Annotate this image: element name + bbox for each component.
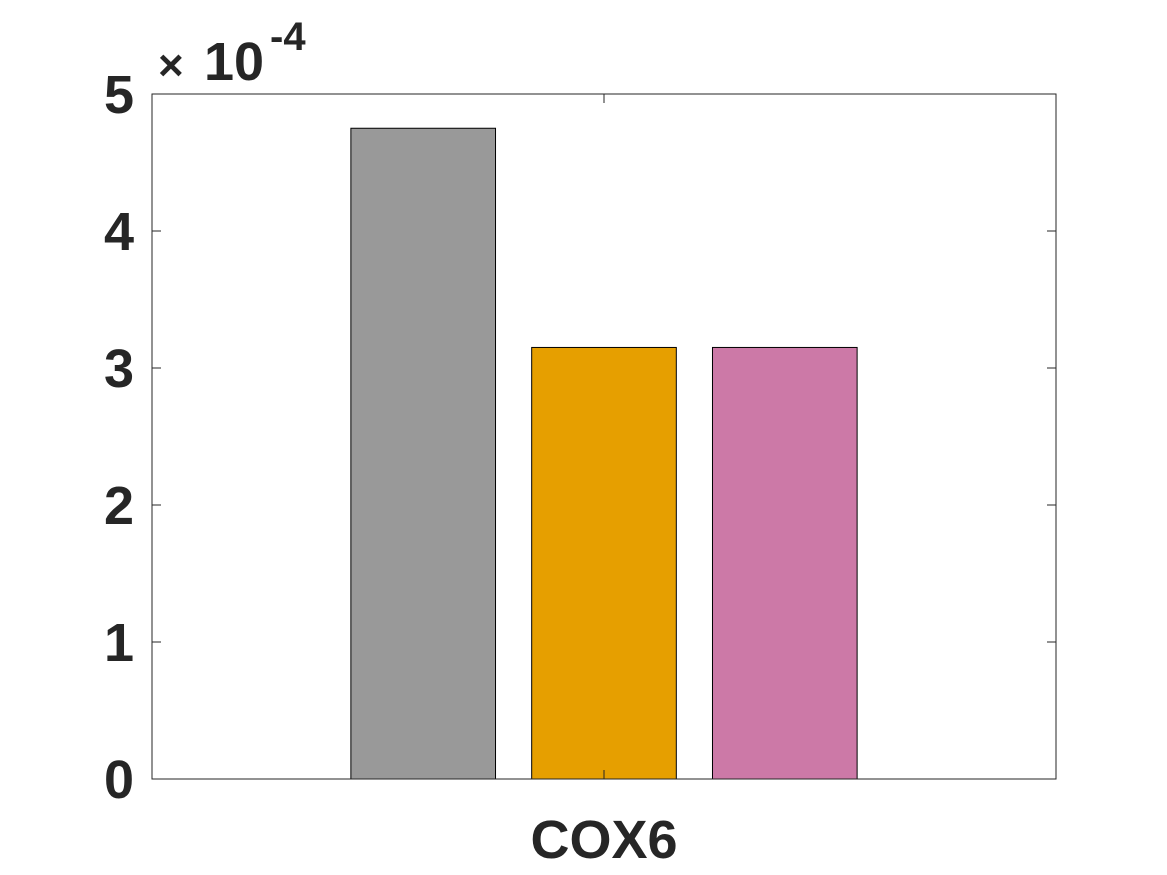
bar-series-3 (711, 346, 858, 780)
bars-group (350, 127, 858, 780)
y-axis-ticks: 0 1 2 3 4 5 (104, 65, 1056, 810)
y-tick-label: 4 (104, 202, 134, 262)
y-axis-exponent: × 10 -4 (158, 15, 306, 92)
exponent-times-sign: × (158, 41, 184, 90)
y-tick-label: 0 (104, 750, 134, 810)
exponent-power: -4 (270, 15, 306, 59)
y-tick-label: 1 (104, 613, 134, 673)
y-tick-label: 5 (104, 65, 134, 125)
exponent-base: 10 (204, 32, 264, 92)
bar-series-1 (350, 127, 497, 780)
y-tick-label: 3 (104, 339, 134, 399)
x-tick-label: COX6 (530, 810, 677, 870)
y-tick-label: 2 (104, 476, 134, 536)
x-axis-ticks: COX6 (530, 94, 678, 870)
bar-series-2 (531, 346, 677, 780)
